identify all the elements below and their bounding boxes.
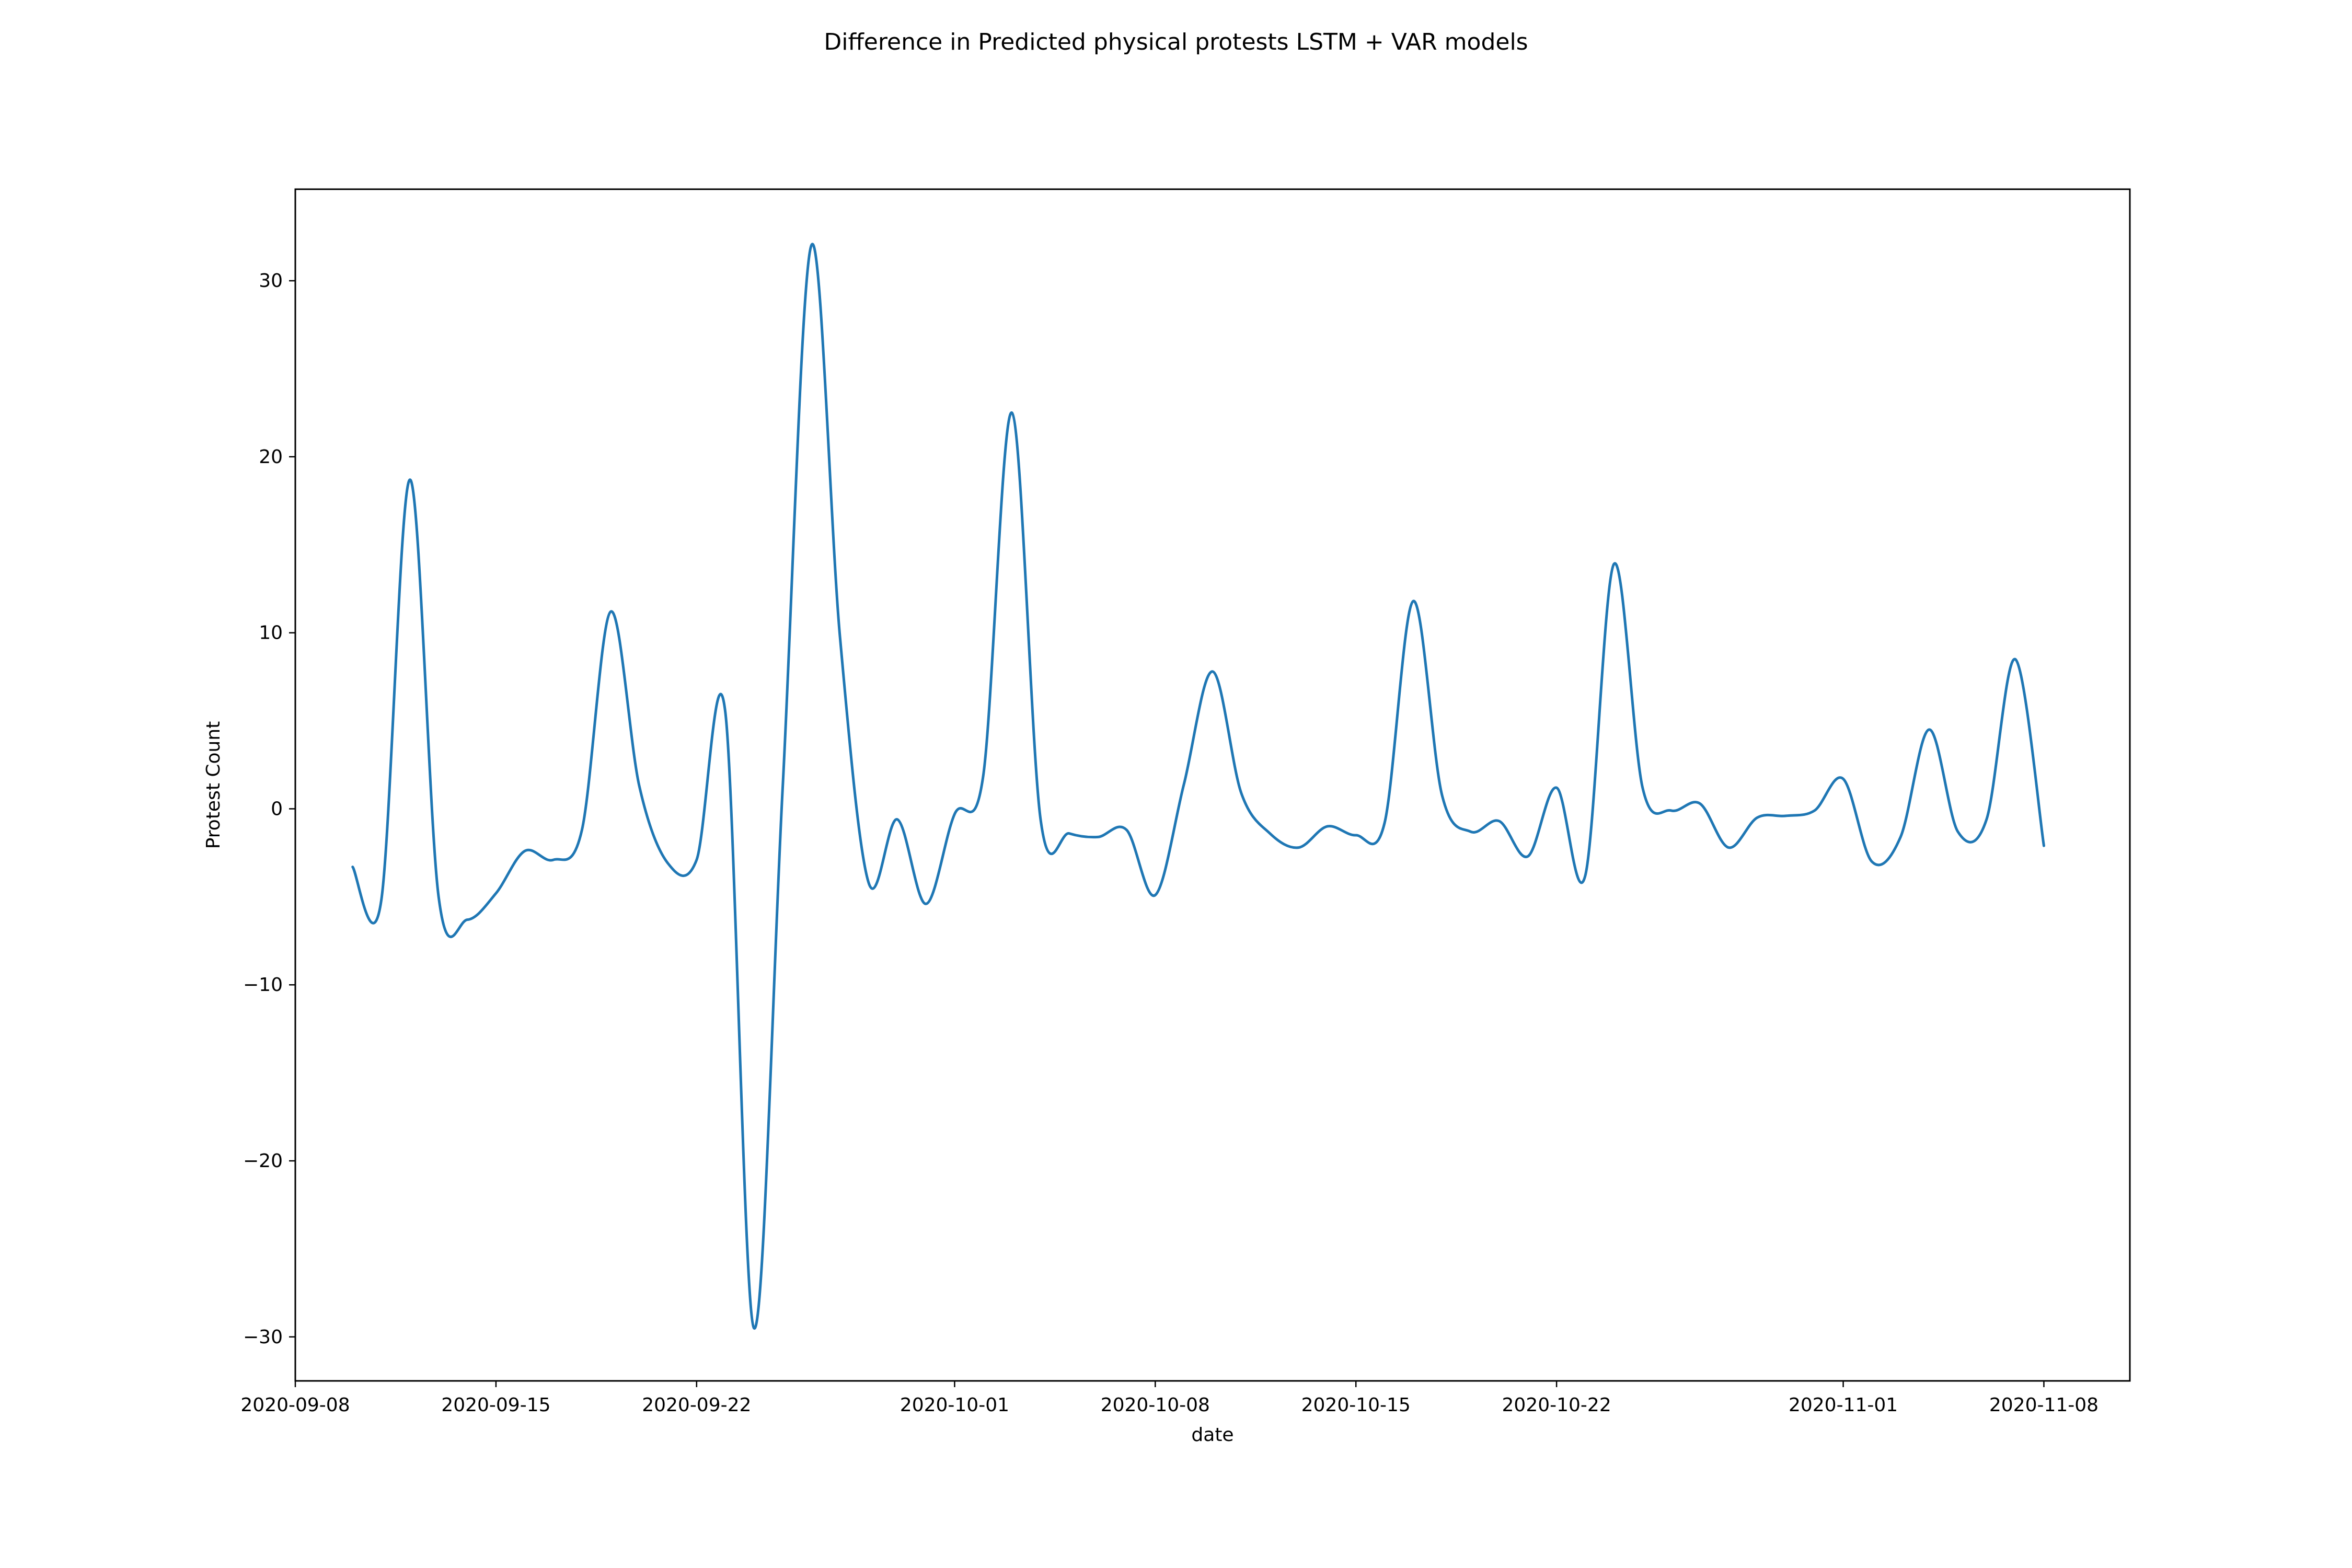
x-tick-label: 2020-09-15: [441, 1394, 550, 1416]
plot-area: [351, 243, 2045, 1330]
x-axis-label: date: [1191, 1424, 1233, 1446]
y-axis: −30 −20 −10 0 10 20 30: [243, 270, 295, 1348]
y-axis-label: Protest Count: [203, 721, 224, 849]
chart-title: Difference in Predicted physical protest…: [824, 29, 1528, 55]
series-line: [351, 243, 2045, 1330]
y-tick-label: −10: [243, 974, 283, 996]
x-tick-label: 2020-09-22: [642, 1394, 751, 1416]
y-tick-label: 10: [259, 622, 283, 644]
x-tick-label: 2020-11-01: [1789, 1394, 1898, 1416]
y-tick-label: 30: [259, 270, 283, 292]
x-tick-label: 2020-10-01: [900, 1394, 1009, 1416]
x-tick-label: 2020-11-08: [1989, 1394, 2099, 1416]
x-tick-label: 2020-10-08: [1101, 1394, 1210, 1416]
x-tick-label: 2020-10-15: [1301, 1394, 1411, 1416]
x-tick-label: 2020-10-22: [1502, 1394, 1611, 1416]
y-tick-label: −30: [243, 1327, 283, 1348]
y-tick-label: −20: [243, 1150, 283, 1172]
y-tick-label: 20: [259, 446, 283, 468]
plot-frame: [294, 188, 2131, 1382]
y-tick-label: 0: [271, 798, 283, 820]
x-axis: 2020-09-08 2020-09-15 2020-09-22 2020-10-01…: [240, 1381, 2099, 1416]
x-tick-label: 2020-09-08: [240, 1394, 350, 1416]
